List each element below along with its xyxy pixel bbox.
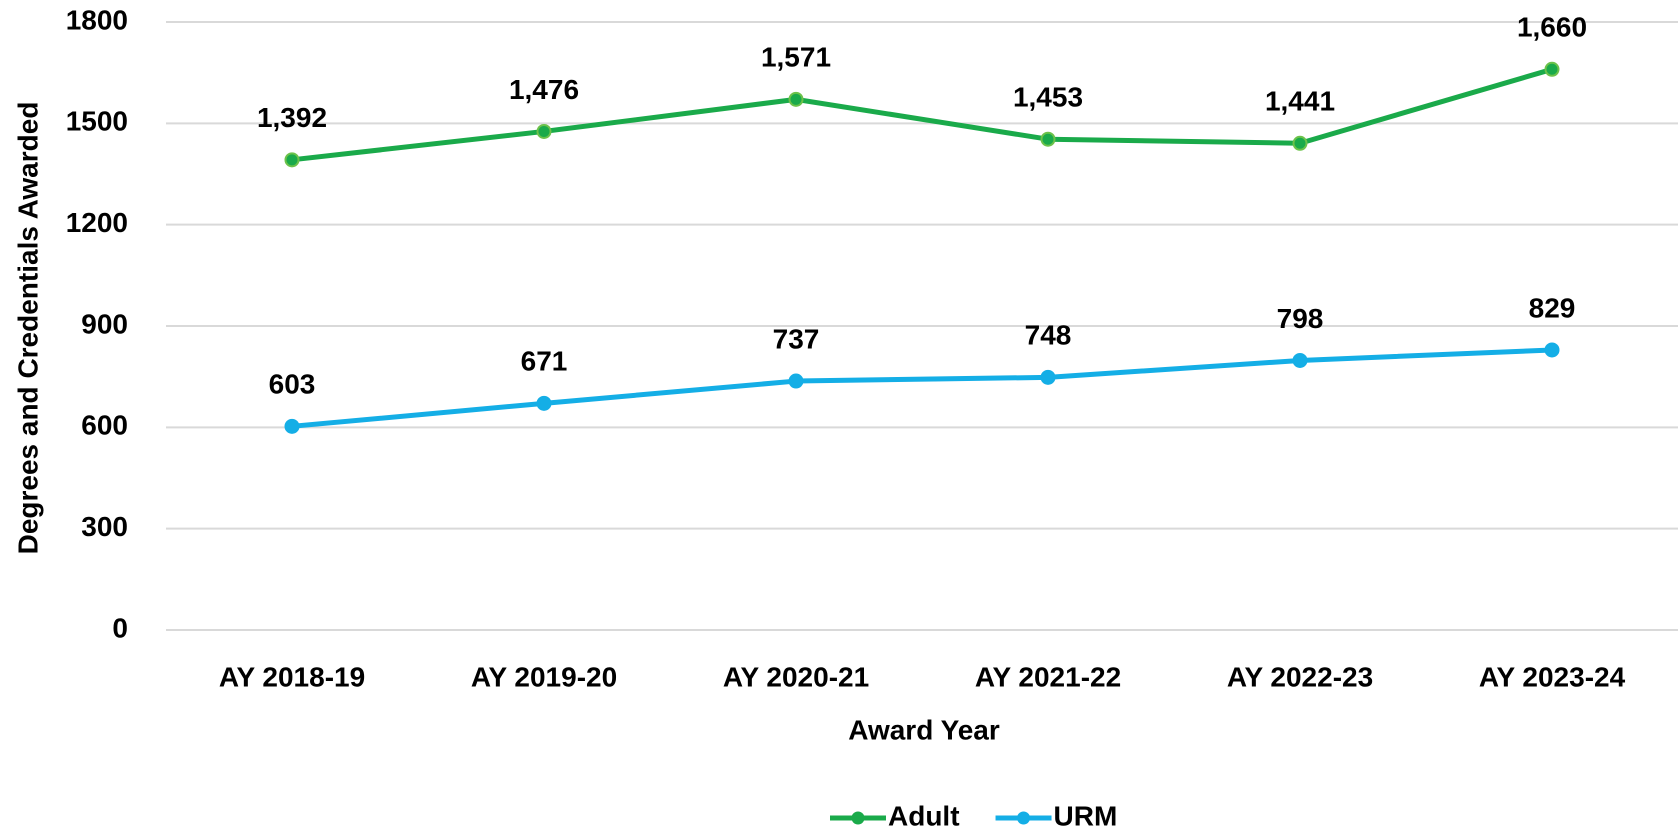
- data-label: 1,453: [1013, 82, 1083, 113]
- data-label: 1,571: [761, 42, 831, 73]
- data-label: 748: [1025, 320, 1072, 351]
- legend-marker: [1017, 811, 1031, 825]
- data-point: [284, 418, 300, 434]
- y-tick-label: 300: [81, 511, 128, 542]
- data-point: [284, 152, 300, 168]
- data-point: [1292, 135, 1308, 151]
- data-label: 1,441: [1265, 86, 1335, 117]
- x-tick-label: AY 2022-23: [1227, 661, 1373, 692]
- data-point: [1292, 352, 1308, 368]
- data-point: [1040, 369, 1056, 385]
- y-axis-title: Degrees and Credentials Awarded: [12, 102, 43, 555]
- y-tick-label: 1200: [66, 207, 128, 238]
- legend-marker: [851, 811, 865, 825]
- x-tick-label: AY 2019-20: [471, 661, 617, 692]
- data-label: 1,660: [1517, 12, 1587, 43]
- y-tick-label: 1800: [66, 4, 128, 35]
- series-line: [291, 347, 1553, 429]
- data-label: 798: [1277, 303, 1324, 334]
- data-point: [788, 91, 804, 107]
- data-label: 1,476: [509, 74, 579, 105]
- data-point: [1040, 131, 1056, 147]
- data-point: [788, 373, 804, 389]
- data-point: [536, 395, 552, 411]
- data-label: 737: [773, 323, 820, 354]
- y-tick-label: 0: [112, 612, 128, 643]
- legend-label: Adult: [888, 800, 960, 831]
- y-tick-label: 900: [81, 308, 128, 339]
- x-tick-label: AY 2020-21: [723, 661, 869, 692]
- series-line: [291, 66, 1553, 163]
- y-tick-label: 1500: [66, 106, 128, 137]
- y-tick-label: 600: [81, 410, 128, 441]
- x-tick-label: AY 2018-19: [219, 661, 365, 692]
- data-label: 829: [1529, 292, 1576, 323]
- data-label: 603: [269, 369, 316, 400]
- x-tick-label: AY 2021-22: [975, 661, 1121, 692]
- data-point: [1544, 342, 1560, 358]
- x-axis-title: Award Year: [848, 714, 1000, 745]
- data-point: [1544, 61, 1560, 77]
- data-label: 1,392: [257, 102, 327, 133]
- x-tick-label: AY 2023-24: [1479, 661, 1626, 692]
- data-label: 671: [521, 346, 568, 377]
- legend-label: URM: [1054, 800, 1118, 831]
- data-point: [536, 123, 552, 139]
